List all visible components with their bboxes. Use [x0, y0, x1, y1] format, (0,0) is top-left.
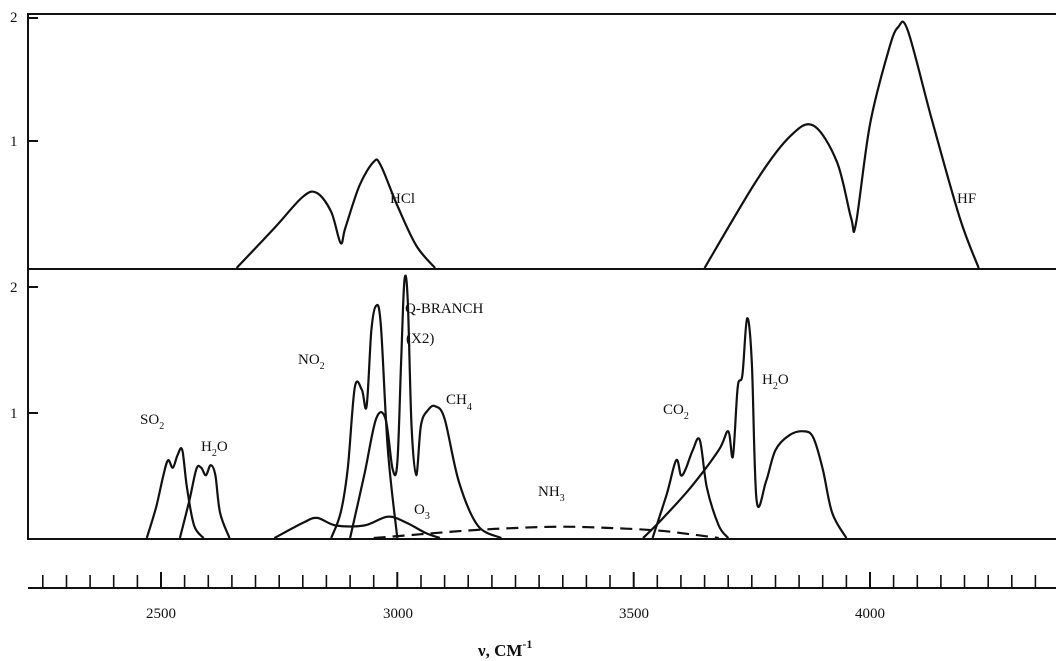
lower-y-tick-label-2: 2: [10, 280, 18, 296]
lower-panel-frame: [27, 269, 1056, 540]
series-curve-no2: [330, 303, 399, 539]
label-no2-sub: 2: [320, 361, 325, 372]
upper-panel-frame: [27, 13, 1056, 270]
series-curve-hf: [703, 20, 980, 269]
x-tick-label-3000: 3000: [383, 606, 413, 622]
label-h2o-left-end: O: [217, 439, 228, 455]
x-axis-title-superscript: -1: [522, 637, 532, 651]
upper-curves: [235, 20, 980, 269]
label-so2: SO2: [140, 412, 164, 432]
x-tick-label-4000: 4000: [855, 606, 885, 622]
label-nh3-sub: 3: [560, 493, 565, 504]
label-h2o-left-text: H: [201, 439, 212, 455]
label-no2: NO2: [298, 352, 325, 372]
series-curve-so2: [145, 447, 205, 539]
series-curve-nh3: [373, 525, 719, 540]
lower-y-tick-label-1: 1: [10, 406, 18, 422]
annotation-q-branch: Q-BRANCH: [405, 301, 484, 317]
label-co2-text: CO: [663, 402, 684, 418]
x-axis-title-text: ν, CM: [477, 641, 522, 660]
label-nh3: NH3: [538, 484, 565, 504]
series-curve-h2o-2600: [178, 464, 231, 539]
label-h2o-right-sub: 2: [773, 381, 778, 392]
x-axis-title: ν, CM-1: [477, 637, 532, 660]
upper-y-tick-label-1: 1: [10, 134, 18, 150]
label-o3: O3: [414, 502, 430, 522]
x-tick-label-2500: 2500: [146, 606, 176, 622]
series-curve-o3: [273, 515, 441, 540]
label-h2o-right-end: O: [778, 372, 789, 388]
upper-y-tick-label-2: 2: [10, 10, 18, 26]
label-co2: CO2: [663, 402, 689, 422]
label-ch4-text: CH: [446, 392, 467, 408]
label-so2-text: SO: [140, 412, 159, 428]
label-so2-sub: 2: [159, 421, 164, 432]
label-h2o-left-sub: 2: [212, 448, 217, 459]
label-co2-sub: 2: [684, 411, 689, 422]
label-h2o-right: H2O: [762, 372, 789, 392]
x-tick-label-3500: 3500: [619, 606, 649, 622]
label-hcl: HCl: [390, 191, 415, 207]
label-o3-text: O: [414, 502, 425, 518]
x-ticks: [41, 572, 1037, 588]
label-nh3-text: NH: [538, 484, 560, 500]
series-curve-co2: [651, 437, 730, 539]
label-ch4: CH4: [446, 392, 472, 413]
lower-curves: [145, 274, 848, 540]
label-h2o-left: H2O: [201, 439, 228, 459]
series-curve-hcl: [235, 158, 436, 269]
label-no2-text: NO: [298, 352, 320, 368]
series-curve-h2o-3750: [642, 317, 848, 539]
label-ch4-sub: 4: [467, 402, 472, 413]
label-h2o-right-text: H: [762, 372, 773, 388]
annotation-x2: (X2): [406, 331, 434, 347]
label-o3-sub: 3: [425, 511, 430, 522]
label-hf: HF: [957, 191, 976, 207]
series-curve-ch4: [349, 274, 502, 540]
